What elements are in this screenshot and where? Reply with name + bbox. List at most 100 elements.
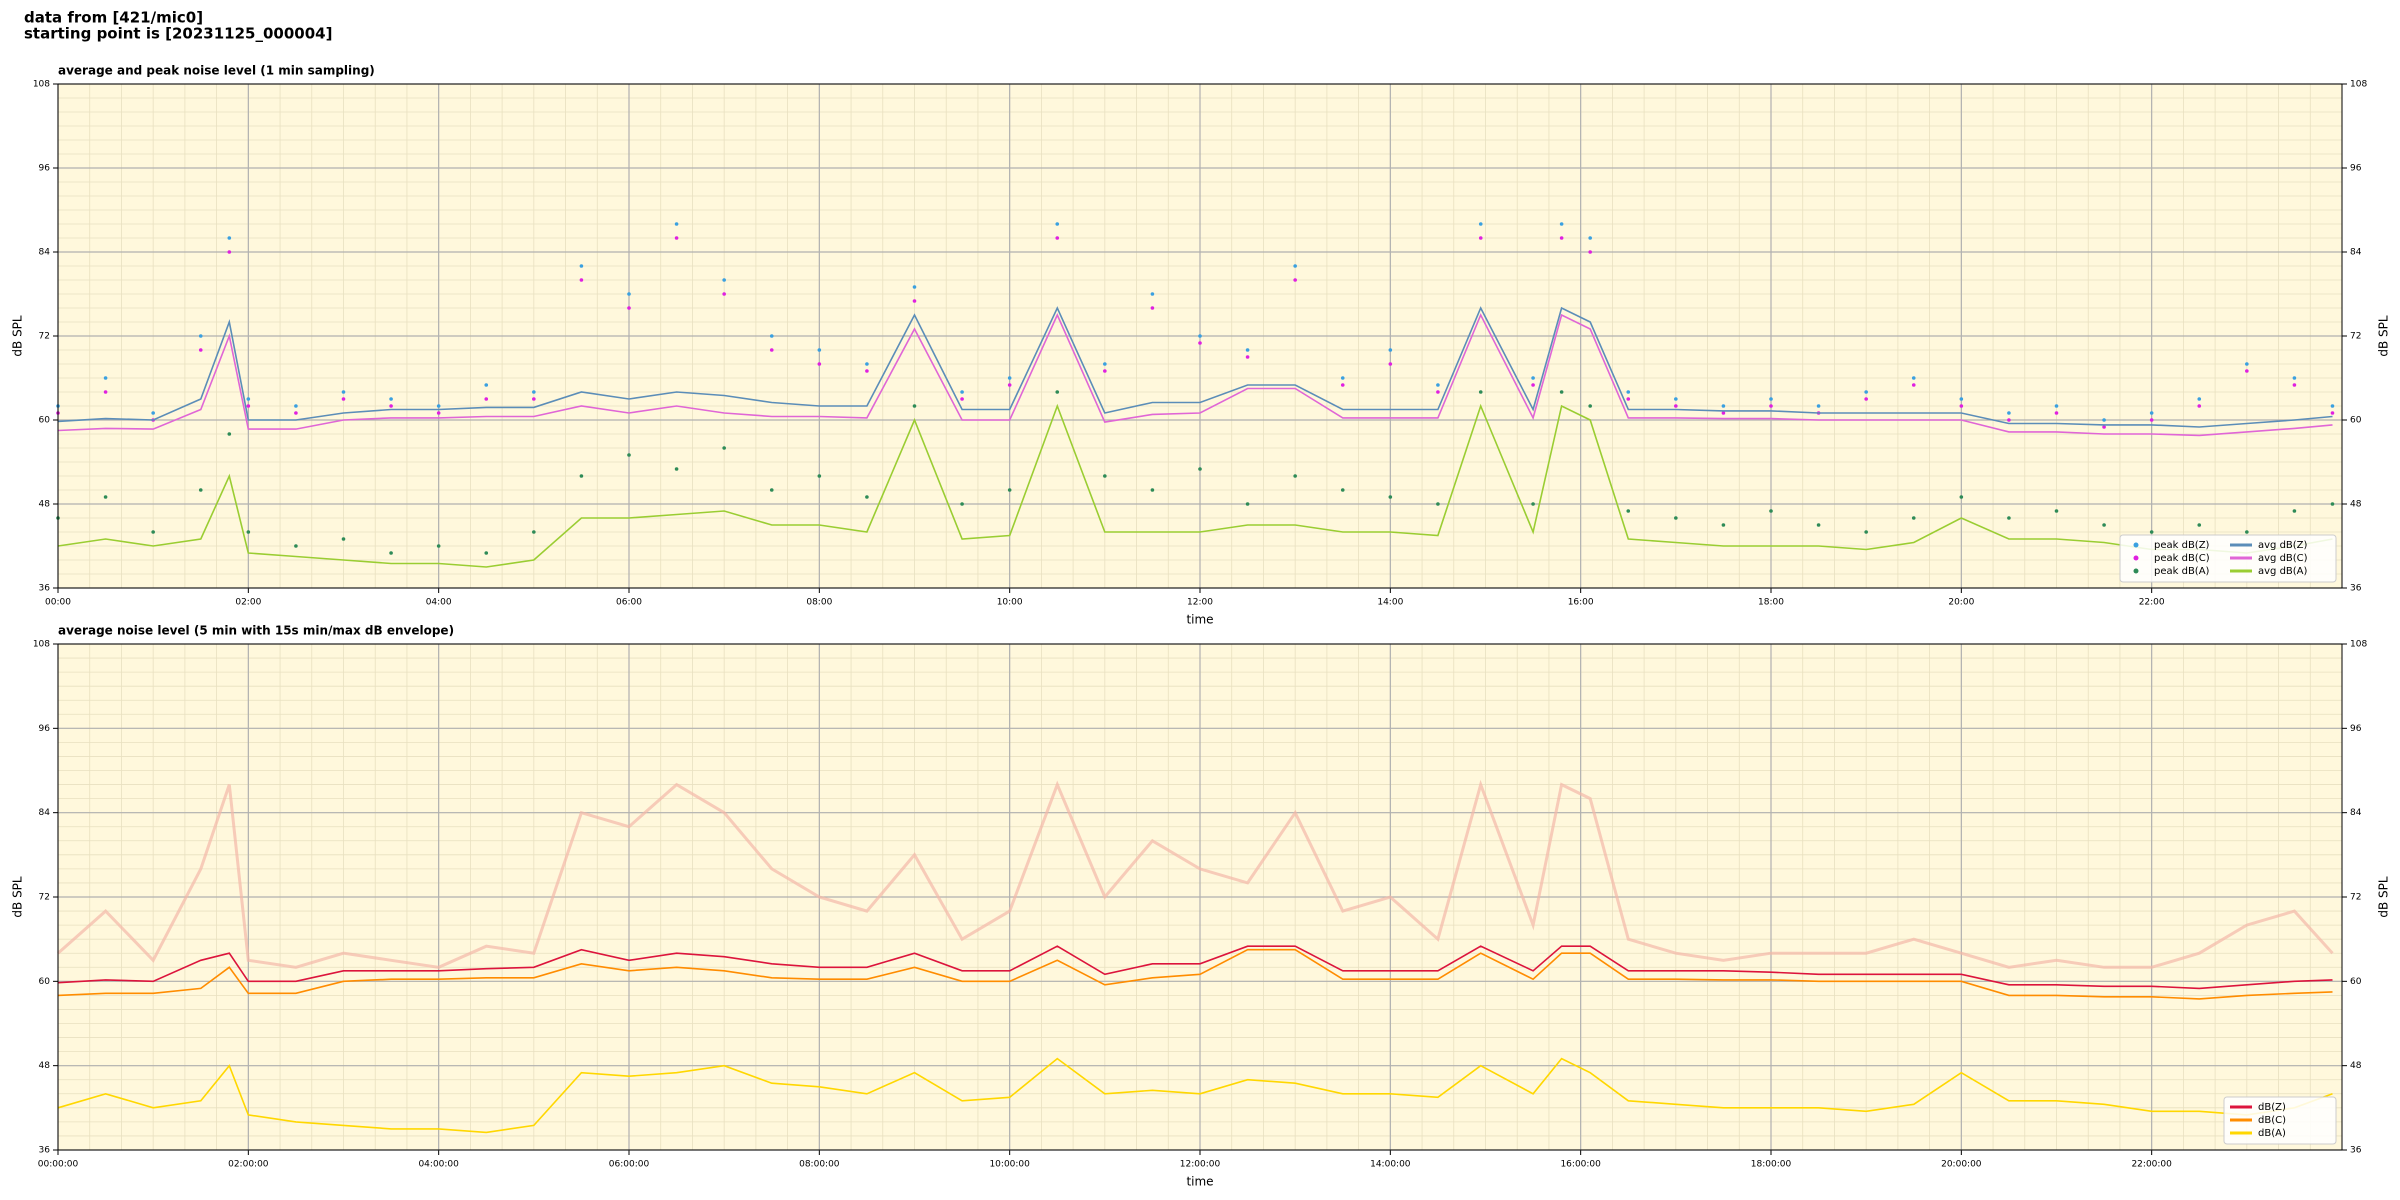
peak-point	[1007, 376, 1012, 380]
peak-point	[1103, 369, 1107, 373]
peak-point	[1531, 383, 1535, 387]
peak-point	[1911, 376, 1916, 380]
peak-point	[2330, 404, 2335, 408]
y2-tick-label: 60	[2350, 977, 2362, 987]
y-tick-label: 108	[33, 80, 50, 90]
peak-point	[151, 411, 155, 415]
peak-point	[1769, 397, 1773, 401]
peak-point	[1478, 236, 1483, 240]
legend-box	[2119, 534, 2337, 583]
peak-point	[389, 551, 393, 555]
x-tick-label: 02:00	[235, 598, 261, 608]
peak-point	[722, 446, 726, 450]
header-line: data from [421/mic0]	[24, 9, 203, 27]
y-tick-label: 108	[33, 640, 50, 650]
peak-point	[2054, 509, 2059, 513]
legend-marker	[2133, 542, 2139, 548]
x-tick-label: 08:00:00	[799, 1160, 840, 1170]
peak-point	[1721, 411, 1726, 415]
peak-point	[674, 222, 679, 226]
peak-point	[2245, 362, 2249, 366]
peak-point	[1864, 390, 1868, 394]
peak-point	[579, 474, 584, 478]
peak-point	[627, 453, 631, 457]
peak-point	[960, 397, 964, 401]
peak-point	[389, 397, 393, 401]
peak-point	[246, 397, 251, 401]
y2-tick-label: 96	[2350, 164, 2362, 174]
peak-point	[294, 411, 298, 415]
peak-point	[912, 285, 917, 289]
peak-point	[1959, 495, 1964, 499]
peak-point	[722, 292, 726, 296]
peak-point	[103, 495, 108, 499]
legend-label: peak dB(A)	[2154, 566, 2210, 577]
y-axis-label: dB SPL	[11, 876, 25, 918]
peak-point	[769, 348, 774, 352]
peak-point	[2292, 383, 2297, 387]
peak-point	[912, 404, 917, 408]
peak-point	[198, 488, 203, 492]
peak-point	[1959, 404, 1964, 408]
peak-point	[1055, 236, 1060, 240]
peak-point	[341, 390, 346, 394]
peak-point	[2197, 404, 2202, 408]
x-tick-label: 04:00	[426, 598, 452, 608]
peak-point	[246, 530, 251, 534]
peak-point	[2149, 418, 2154, 422]
y-tick-label: 96	[39, 724, 51, 734]
peak-point	[1674, 516, 1678, 520]
peak-point	[1478, 222, 1483, 226]
peak-point	[579, 278, 584, 282]
peak-point	[769, 334, 774, 338]
y2-tick-label: 72	[2350, 332, 2361, 342]
x-tick-label: 20:00	[1948, 598, 1974, 608]
y-tick-label: 60	[39, 977, 51, 987]
x-tick-label: 22:00:00	[2131, 1160, 2172, 1170]
y-tick-label: 84	[39, 248, 51, 258]
peak-point	[1559, 222, 1564, 226]
x-tick-label: 12:00:00	[1180, 1160, 1221, 1170]
peak-point	[1588, 250, 1592, 254]
header-line: starting point is [20231125_000004]	[24, 25, 332, 43]
peak-point	[2007, 418, 2011, 422]
peak-point	[1103, 362, 1107, 366]
peak-point	[1388, 348, 1393, 352]
y2-tick-label: 72	[2350, 893, 2361, 903]
peak-point	[1103, 474, 1107, 478]
peak-point	[1959, 397, 1964, 401]
legend-label: avg dB(A)	[2258, 566, 2308, 577]
x-tick-label: 10:00:00	[989, 1160, 1030, 1170]
peak-point	[2292, 509, 2297, 513]
peak-point	[1626, 397, 1631, 401]
y-tick-label: 36	[39, 1146, 51, 1156]
peak-point	[198, 348, 203, 352]
peak-point	[865, 369, 869, 373]
peak-point	[1559, 390, 1564, 394]
peak-point	[674, 236, 679, 240]
peak-point	[674, 467, 679, 471]
x-axis-label: time	[1186, 1175, 1213, 1189]
chart-title: average and peak noise level (1 min samp…	[58, 64, 375, 78]
peak-point	[579, 264, 584, 268]
x-tick-label: 06:00	[616, 598, 642, 608]
envelope-line	[57, 779, 2334, 969]
peak-point	[2102, 523, 2106, 527]
y-tick-label: 72	[39, 893, 50, 903]
series-line	[57, 1057, 2333, 1134]
peak-point	[151, 530, 155, 534]
y2-tick-label: 48	[2350, 500, 2362, 510]
y2-axis-label: dB SPL	[2377, 315, 2391, 357]
peak-point	[2007, 411, 2011, 415]
peak-point	[2007, 516, 2011, 520]
peak-point	[436, 411, 441, 415]
peak-point	[341, 537, 346, 541]
legend-label: dB(C)	[2258, 1115, 2286, 1126]
peak-point	[484, 551, 489, 555]
peak-point	[1436, 502, 1440, 506]
peak-point	[865, 362, 869, 366]
peak-point	[1055, 222, 1060, 226]
peak-point	[246, 404, 251, 408]
legend-label: avg dB(C)	[2258, 553, 2308, 564]
legend-label: peak dB(C)	[2154, 553, 2210, 564]
